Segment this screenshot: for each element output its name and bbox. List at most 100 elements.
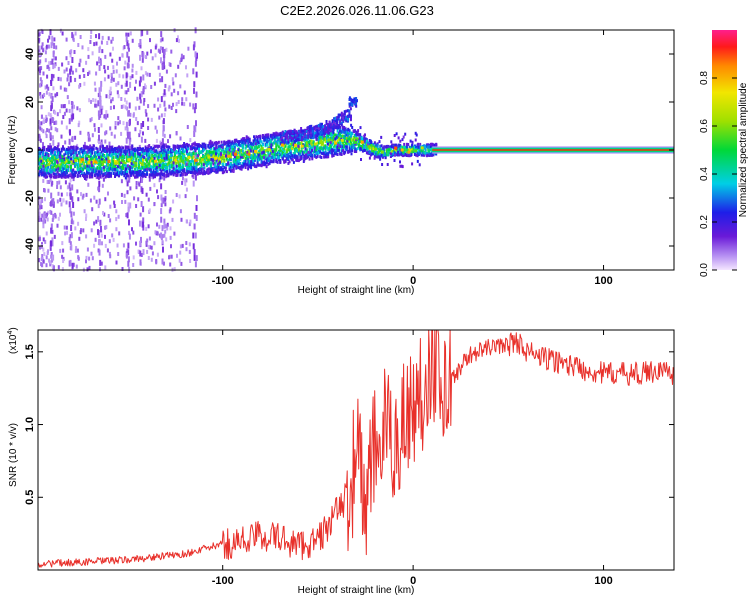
spectrogram-noise-cell xyxy=(170,244,172,249)
spectrogram-noise-cell xyxy=(129,31,132,36)
spectrogram-cell xyxy=(182,146,184,150)
spectrogram-cell xyxy=(123,171,126,175)
spectrogram-noise-cell xyxy=(49,132,52,139)
spectrogram-cell xyxy=(216,164,219,168)
spectrogram-noise-cell xyxy=(176,253,178,258)
spectrogram-cell xyxy=(174,171,176,175)
spectrogram-cell xyxy=(407,154,410,158)
spectrogram-cell xyxy=(248,143,251,147)
spectrogram-cell xyxy=(43,148,46,151)
spectrogram-cell xyxy=(203,155,206,159)
spectrogram-cell xyxy=(328,148,331,152)
spectrogram-cell xyxy=(397,146,400,150)
spectrogram-cell xyxy=(345,145,348,149)
spectrogram-cell xyxy=(297,141,300,145)
spectrogram-noise-cell xyxy=(54,56,57,61)
spectrogram-cell xyxy=(126,152,128,156)
spectrogram-cell xyxy=(359,140,362,144)
spectrogram-cell xyxy=(152,162,155,166)
spectrogram-noise-cell xyxy=(72,177,75,182)
spectrogram-cell xyxy=(60,147,63,151)
spectrogram-cell xyxy=(199,167,202,170)
spectrogram-noise-cell xyxy=(128,47,130,52)
spectrogram-cell xyxy=(199,144,202,148)
spectrogram-noise-cell xyxy=(169,226,172,231)
spectrogram-cell xyxy=(253,158,256,162)
spectrogram-noise-cell xyxy=(164,190,167,194)
spectrogram-noise-cell xyxy=(103,114,106,119)
spectrogram-cell xyxy=(70,153,72,157)
spectrogram-cell xyxy=(150,168,152,172)
spectrogram-cell xyxy=(200,162,203,166)
spectrogram-cell xyxy=(228,167,231,171)
spectrogram-cell xyxy=(319,127,322,131)
spectrogram-cell xyxy=(276,142,279,146)
spectrogram-cell xyxy=(223,166,226,170)
spectrogram-noise-cell xyxy=(76,189,79,194)
spectrogram-cell xyxy=(135,173,138,177)
spectrogram-noise-cell xyxy=(107,36,110,41)
spectrogram-cell xyxy=(229,152,232,156)
spectrogram-cell xyxy=(404,145,407,149)
spectrogram-cell xyxy=(405,142,408,146)
spectrogram-cell xyxy=(280,149,283,153)
spectrogram-cell xyxy=(351,146,354,150)
spectrogram-cell xyxy=(240,149,243,153)
spectrogram-cell xyxy=(261,155,264,159)
spectrogram-noise-cell xyxy=(38,258,41,263)
spectrogram-cell xyxy=(256,152,259,156)
spectrogram-cell xyxy=(127,166,130,170)
spectrogram-noise-cell xyxy=(129,202,132,209)
spectrogram-noise-cell xyxy=(122,243,125,248)
spectrogram-cell xyxy=(411,148,414,152)
spectrogram-cell xyxy=(355,148,358,152)
spectrogram-cell xyxy=(415,145,418,149)
spectrogram-cell xyxy=(268,161,271,165)
spectrogram-noise-cell xyxy=(138,80,141,87)
spectrogram-noise-cell xyxy=(131,63,134,68)
spectrogram-cell xyxy=(144,152,147,155)
spectrogram-cell xyxy=(74,174,76,178)
spectrogram-cell xyxy=(240,144,243,148)
spectrogram-noise-cell xyxy=(40,263,43,268)
spectrogram-cell xyxy=(108,153,111,157)
spectrogram-noise-cell xyxy=(170,92,173,97)
spectrogram-noise-cell xyxy=(59,109,62,114)
spectrogram-cell xyxy=(304,148,307,152)
spectrogram-noise-cell xyxy=(48,61,51,66)
spectrogram-cell xyxy=(162,166,164,170)
spectrogram-noise-cell xyxy=(151,174,154,179)
spectrogram-cell xyxy=(111,162,114,166)
spectrogram-noise-cell xyxy=(165,47,168,52)
spectrogram-cell xyxy=(52,167,55,171)
spectrogram-cell xyxy=(359,144,362,148)
spectrogram-noise-cell xyxy=(165,69,168,74)
spectrogram-cell xyxy=(194,166,196,169)
spectrogram-cell xyxy=(332,138,335,142)
spectrogram-cell xyxy=(184,161,187,165)
spectrogram-cell xyxy=(276,140,279,144)
spectrogram-cell xyxy=(71,175,74,179)
spectrogram-cell xyxy=(333,148,336,152)
spectrogram-noise-cell xyxy=(110,39,113,44)
spectrogram-cell xyxy=(384,155,387,159)
spectrogram-cell xyxy=(143,165,146,169)
spectrogram-cell xyxy=(130,150,132,154)
spectrogram-cell xyxy=(271,136,274,140)
spectrogram-noise-cell xyxy=(123,66,126,71)
spectrogram-cell xyxy=(244,143,247,147)
spectrogram-cell xyxy=(130,155,132,159)
spectrogram-cell xyxy=(340,145,343,149)
spectrogram-cell xyxy=(208,161,211,165)
spectrogram-cell xyxy=(307,144,310,148)
spectrogram-noise-cell xyxy=(159,49,161,54)
spectrogram-cell xyxy=(67,148,70,152)
spectrogram-cell xyxy=(171,171,174,175)
spectrogram-noise-cell xyxy=(154,230,157,235)
spectrogram-noise-cell xyxy=(49,60,52,65)
spectrogram-cell xyxy=(316,144,319,148)
spectrogram-cell xyxy=(103,149,106,153)
spectrogram-cell xyxy=(235,143,238,146)
spectrogram-noise-cell xyxy=(83,74,86,78)
spectrogram-cell xyxy=(216,156,219,160)
